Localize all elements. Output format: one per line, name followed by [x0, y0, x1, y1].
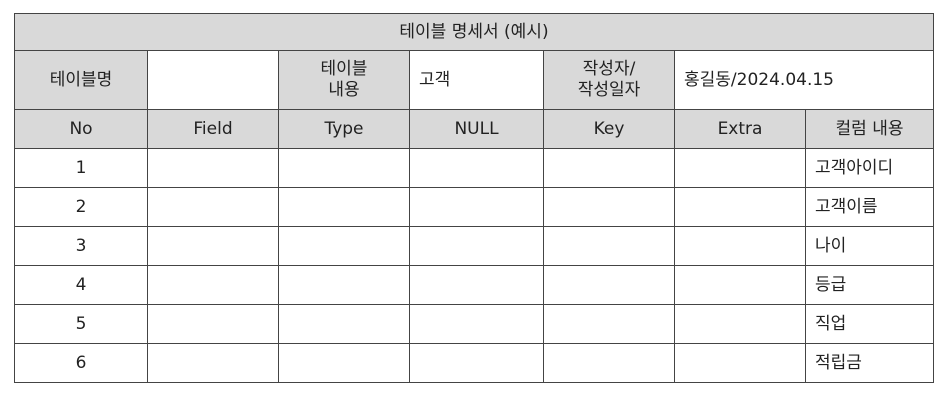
cell-null [409, 226, 544, 266]
cell-type [278, 187, 410, 227]
cell-field [147, 343, 279, 383]
table-name-value [147, 50, 279, 110]
table-row: 6 적립금 [14, 343, 934, 383]
table-row: 2 고객이름 [14, 187, 934, 227]
cell-description: 직업 [805, 304, 934, 344]
cell-no: 4 [14, 265, 148, 305]
table-title: 테이블 명세서 (예시) [14, 13, 934, 51]
table-row: 3 나이 [14, 226, 934, 266]
cell-type [278, 226, 410, 266]
column-header-type: Type [278, 109, 410, 149]
cell-key [543, 226, 675, 266]
cell-key [543, 265, 675, 305]
cell-no: 5 [14, 304, 148, 344]
cell-description: 등급 [805, 265, 934, 305]
cell-no: 3 [14, 226, 148, 266]
cell-field [147, 148, 279, 188]
column-header-extra: Extra [674, 109, 806, 149]
cell-type [278, 148, 410, 188]
cell-null [409, 343, 544, 383]
cell-key [543, 148, 675, 188]
cell-field [147, 304, 279, 344]
table-content-label-line1: 테이블 [320, 59, 368, 79]
cell-type [278, 343, 410, 383]
cell-null [409, 187, 544, 227]
cell-extra [674, 187, 806, 227]
cell-description: 고객이름 [805, 187, 934, 227]
column-header-null: NULL [409, 109, 544, 149]
table-name-label: 테이블명 [14, 50, 148, 110]
author-label-line1: 작성자/ [582, 59, 636, 79]
cell-field [147, 226, 279, 266]
table-content-label: 테이블 내용 [278, 50, 410, 110]
cell-description: 고객아이디 [805, 148, 934, 188]
cell-field [147, 187, 279, 227]
cell-null [409, 265, 544, 305]
author-label-line2: 작성일자 [577, 80, 641, 100]
column-header-field: Field [147, 109, 279, 149]
table-content-label-line2: 내용 [328, 80, 360, 100]
cell-extra [674, 343, 806, 383]
cell-key [543, 343, 675, 383]
table-row: 5 직업 [14, 304, 934, 344]
column-header-no: No [14, 109, 148, 149]
cell-null [409, 304, 544, 344]
table-spec: 테이블 명세서 (예시) 테이블명 테이블 내용 고객 작성자/작성일자 홍길동/… [14, 13, 934, 383]
table-row: 4 등급 [14, 265, 934, 305]
cell-description: 적립금 [805, 343, 934, 383]
column-header-description: 컬럼 내용 [805, 109, 934, 149]
cell-field [147, 265, 279, 305]
cell-no: 6 [14, 343, 148, 383]
cell-type [278, 304, 410, 344]
cell-key [543, 304, 675, 344]
cell-extra [674, 148, 806, 188]
cell-no: 2 [14, 187, 148, 227]
cell-key [543, 187, 675, 227]
cell-no: 1 [14, 148, 148, 188]
cell-type [278, 265, 410, 305]
cell-null [409, 148, 544, 188]
cell-description: 나이 [805, 226, 934, 266]
author-value: 홍길동/2024.04.15 [674, 50, 934, 110]
cell-extra [674, 304, 806, 344]
table-row: 1 고객아이디 [14, 148, 934, 188]
cell-extra [674, 226, 806, 266]
column-header-key: Key [543, 109, 675, 149]
table-content-value: 고객 [409, 50, 544, 110]
cell-extra [674, 265, 806, 305]
author-label: 작성자/작성일자 [543, 50, 675, 110]
